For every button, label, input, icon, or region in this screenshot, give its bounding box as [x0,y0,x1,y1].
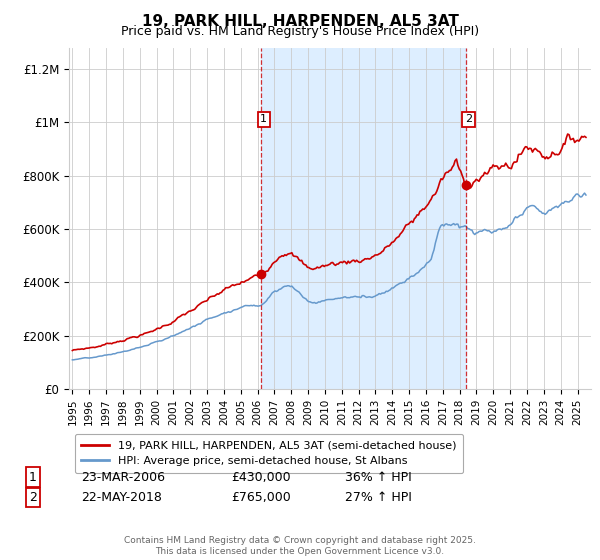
Text: 23-MAR-2006: 23-MAR-2006 [81,470,165,484]
Text: 36% ↑ HPI: 36% ↑ HPI [345,470,412,484]
Text: 2: 2 [29,491,37,504]
Text: 22-MAY-2018: 22-MAY-2018 [81,491,162,504]
Bar [261,48,466,389]
Text: Contains HM Land Registry data © Crown copyright and database right 2025.
This d: Contains HM Land Registry data © Crown c… [124,536,476,556]
Text: 2: 2 [465,114,472,124]
Text: 19, PARK HILL, HARPENDEN, AL5 3AT: 19, PARK HILL, HARPENDEN, AL5 3AT [142,14,458,29]
Text: £430,000: £430,000 [231,470,290,484]
Legend: 19, PARK HILL, HARPENDEN, AL5 3AT (semi-detached house), HPI: Average price, sem: 19, PARK HILL, HARPENDEN, AL5 3AT (semi-… [74,434,463,473]
Text: 27% ↑ HPI: 27% ↑ HPI [345,491,412,504]
Text: Price paid vs. HM Land Registry's House Price Index (HPI): Price paid vs. HM Land Registry's House … [121,25,479,38]
Text: £765,000: £765,000 [231,491,291,504]
Text: 1: 1 [29,470,37,484]
Text: 1: 1 [260,114,268,124]
